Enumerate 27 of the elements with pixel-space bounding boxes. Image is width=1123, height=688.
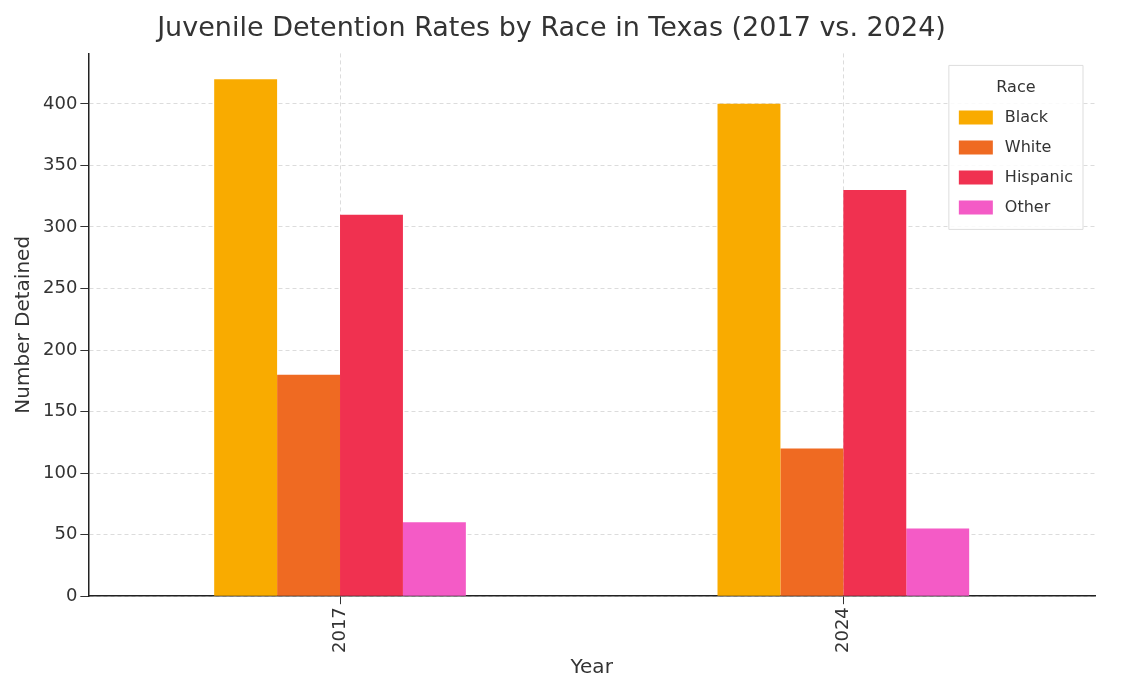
y-tick-label: 300 (43, 214, 78, 236)
y-tick-label: 0 (65, 583, 78, 605)
bar (780, 448, 844, 596)
chart-title: Juvenile Detention Rates by Race in Texas (2017 vs. 2024) (155, 11, 946, 43)
bar (402, 522, 466, 596)
legend-label: Other (1004, 196, 1051, 216)
bar (340, 214, 403, 596)
y-axis-title: Number Detained (10, 235, 35, 414)
bar (214, 79, 278, 596)
legend-label: Hispanic (1004, 166, 1073, 186)
y-tick-label: 100 (43, 460, 78, 482)
x-tick-label: 2024 (831, 607, 853, 653)
y-tick-label: 150 (43, 399, 78, 421)
bar (843, 190, 907, 596)
bar (717, 103, 781, 596)
y-tick-label: 350 (43, 153, 78, 175)
y-tick-label: 200 (43, 337, 78, 359)
legend-label: Black (1004, 106, 1049, 126)
x-tick-label: 2017 (327, 607, 349, 653)
bar (277, 374, 341, 596)
y-tick-label: 400 (43, 91, 78, 113)
x-axis-title: Year (569, 654, 614, 679)
y-tick-label: 250 (43, 276, 78, 298)
y-tick-label: 50 (54, 522, 78, 544)
legend-label: White (1004, 136, 1052, 156)
legend-title: Race (996, 76, 1036, 96)
bar (906, 528, 970, 596)
